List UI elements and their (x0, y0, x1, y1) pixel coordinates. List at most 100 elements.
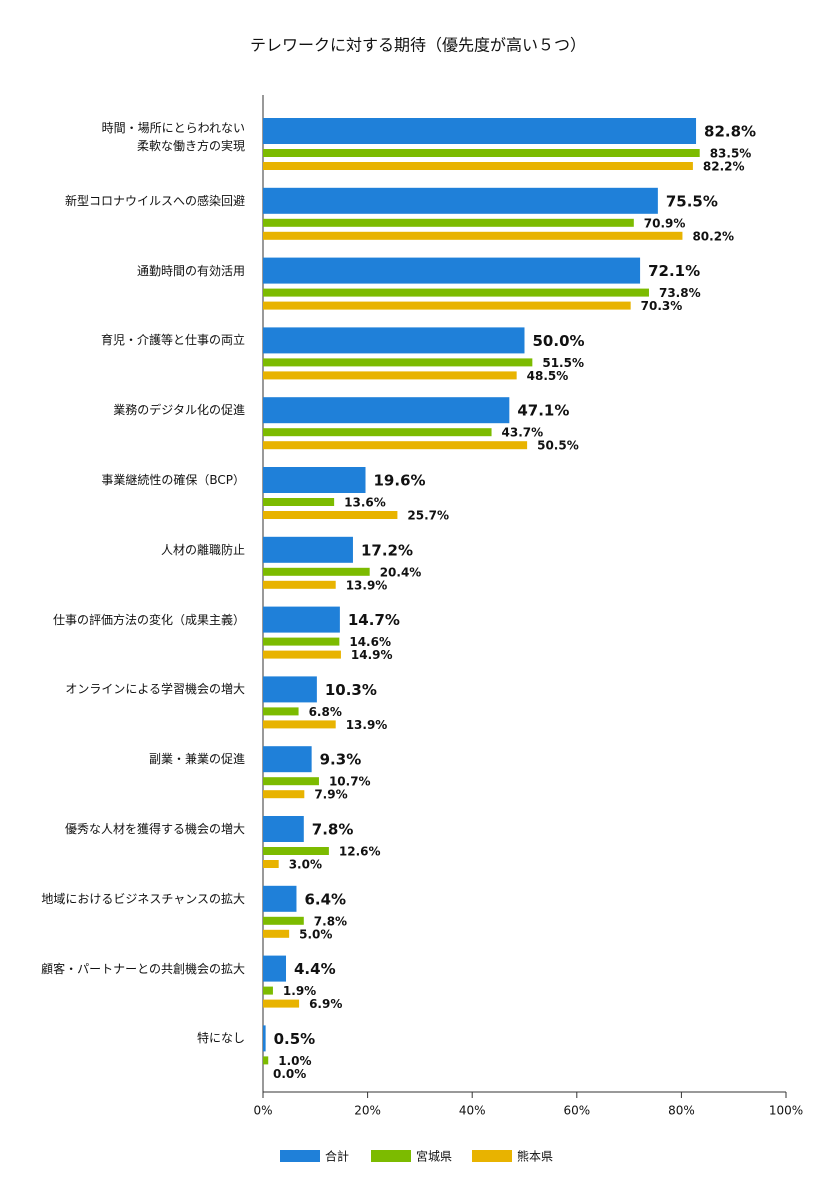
bar (263, 511, 398, 519)
value-label: 17.2% (361, 541, 413, 559)
value-label: 83.5% (710, 147, 752, 161)
bar (263, 929, 290, 938)
value-label: 0.5% (274, 1030, 316, 1048)
bar (263, 746, 312, 773)
bar (263, 720, 336, 729)
bar (263, 860, 279, 868)
value-label: 43.7% (502, 426, 544, 440)
bar (263, 327, 525, 354)
bar (263, 218, 634, 227)
value-label: 13.9% (346, 578, 388, 592)
value-label: 80.2% (692, 229, 734, 243)
bar (263, 777, 319, 786)
value-label: 3.0% (289, 858, 322, 872)
bar (263, 847, 329, 855)
y-tick-label: 時間・場所にとらわれない 柔軟な働き方の実現 (101, 121, 245, 153)
bar (263, 567, 370, 576)
value-label: 20.4% (380, 565, 422, 579)
x-tick-label: 0% (253, 1104, 272, 1118)
y-tick-label: 地域におけるビジネスチャンスの拡大 (41, 891, 245, 906)
bar (263, 955, 287, 982)
value-label: 47.1% (517, 402, 569, 420)
bar (263, 288, 649, 297)
legend-swatch (472, 1150, 512, 1162)
legend-swatch (280, 1150, 320, 1162)
bar (263, 441, 528, 450)
value-label: 14.9% (351, 648, 393, 662)
value-label: 73.8% (659, 286, 701, 300)
bar (263, 371, 517, 380)
value-label: 25.7% (407, 509, 449, 523)
legend-label: 熊本県 (517, 1149, 553, 1164)
x-tick-label: 20% (354, 1104, 381, 1118)
value-label: 13.9% (346, 718, 388, 732)
bar (263, 650, 341, 659)
x-tick-label: 40% (459, 1104, 486, 1118)
legend-label: 合計 (325, 1149, 349, 1164)
bar (263, 467, 366, 493)
bar (263, 707, 299, 716)
value-label: 70.3% (641, 299, 683, 313)
bar (263, 498, 335, 506)
bar (263, 118, 697, 144)
value-label: 4.4% (294, 960, 336, 978)
value-label: 14.6% (349, 635, 391, 649)
bar (263, 999, 300, 1008)
y-tick-label: 通勤時間の有効活用 (136, 263, 245, 278)
value-label: 19.6% (374, 472, 426, 490)
value-label: 10.7% (329, 775, 371, 789)
bar (263, 916, 304, 925)
bar (263, 149, 700, 157)
value-label: 75.5% (666, 192, 718, 210)
bar (263, 580, 336, 589)
bar (263, 536, 353, 563)
value-label: 51.5% (542, 356, 584, 370)
value-label: 1.0% (278, 1054, 311, 1068)
y-tick-label: 新型コロナウイルスへの感染回避 (64, 193, 245, 208)
bar (263, 606, 340, 633)
value-label: 48.5% (527, 369, 569, 383)
bar (263, 187, 658, 214)
value-label: 72.1% (648, 262, 700, 280)
value-label: 1.9% (283, 984, 316, 998)
value-label: 82.8% (704, 123, 756, 141)
value-label: 7.9% (314, 788, 347, 802)
value-label: 50.5% (537, 439, 579, 453)
value-label: 7.8% (314, 914, 347, 928)
bar (263, 231, 683, 240)
y-tick-label: 顧客・パートナーとの共創機会の拡大 (41, 961, 245, 976)
value-label: 12.6% (339, 845, 381, 859)
bar (263, 397, 510, 424)
y-tick-label: 育児・介護等と仕事の両立 (100, 333, 245, 348)
value-label: 5.0% (299, 927, 332, 941)
y-tick-label: 特になし (196, 1031, 245, 1046)
chart-title: テレワークに対する期待（優先度が高い５つ） (250, 36, 586, 55)
value-label: 6.4% (304, 890, 346, 908)
bar (263, 358, 533, 367)
bar (263, 1025, 266, 1052)
bar (263, 637, 340, 646)
y-tick-label: オンラインによる学習機会の増大 (65, 682, 245, 697)
bar (263, 885, 297, 912)
bar (263, 162, 693, 170)
x-tick-label: 100% (769, 1104, 803, 1118)
bar (263, 1056, 269, 1065)
x-tick-label: 80% (668, 1104, 695, 1118)
x-tick-label: 60% (563, 1104, 590, 1118)
y-tick-label: 業務のデジタル化の促進 (113, 403, 245, 418)
value-label: 14.7% (348, 611, 400, 629)
value-label: 0.0% (273, 1067, 306, 1081)
value-label: 10.3% (325, 681, 377, 699)
y-tick-label: 人材の離職防止 (160, 542, 245, 557)
y-tick-label: 事業継続性の確保（BCP） (101, 473, 245, 487)
bar (263, 257, 641, 284)
y-tick-label: 仕事の評価方法の変化（成果主義） (52, 612, 245, 627)
bar (263, 790, 305, 799)
value-label: 50.0% (533, 332, 585, 350)
legend-swatch (371, 1150, 411, 1162)
bar (263, 986, 273, 995)
y-tick-label: 優秀な人材を獲得する機会の増大 (64, 822, 245, 836)
value-label: 82.2% (703, 160, 745, 174)
